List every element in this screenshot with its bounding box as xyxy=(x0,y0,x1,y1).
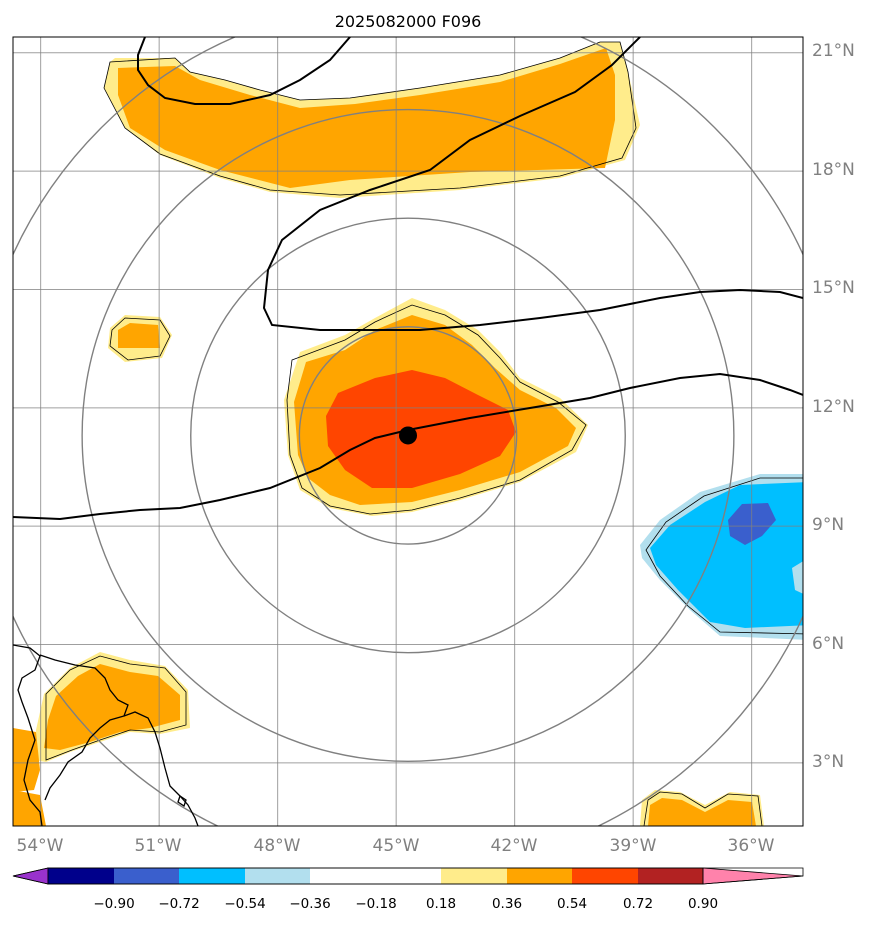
colorbar-tick-label: 0.36 xyxy=(492,896,522,912)
colorbar-tick-label: 0.90 xyxy=(688,896,718,912)
colorbar-bin xyxy=(179,868,245,884)
colorbar-under-extension xyxy=(12,867,49,885)
lat-label-6n: 6°N xyxy=(812,634,844,654)
lat-label-18n: 18°N xyxy=(812,160,855,180)
latitude-labels: 21°N 18°N 15°N 12°N 9°N 6°N 3°N xyxy=(812,41,855,772)
colorbar-tick-label: −0.18 xyxy=(355,896,396,912)
map-frame xyxy=(12,36,804,827)
lon-label-36w: 36°W xyxy=(728,836,775,856)
colorbar-bin xyxy=(441,868,507,884)
colorbar-bin xyxy=(48,868,114,884)
colorbar-tick-label: −0.36 xyxy=(289,896,330,912)
colorbar-bin xyxy=(114,868,179,884)
range-rings xyxy=(13,37,803,826)
lat-label-21n: 21°N xyxy=(812,41,855,61)
map-area xyxy=(13,37,803,826)
colorbar-tick-label: 0.54 xyxy=(557,896,587,912)
storm-center-marker xyxy=(399,426,417,445)
lat-label-9n: 9°N xyxy=(812,515,844,535)
colorbar-tick-label: −0.72 xyxy=(158,896,199,912)
anomaly-negative-east xyxy=(640,474,803,640)
anomaly-central-storm xyxy=(284,298,588,516)
colorbar-bin xyxy=(310,868,376,884)
lat-label-15n: 15°N xyxy=(812,278,855,298)
range-ring xyxy=(190,217,626,654)
range-ring xyxy=(298,326,518,545)
colorbar-tick-label: 0.18 xyxy=(426,896,456,912)
anomaly-southwest xyxy=(13,652,190,826)
colorbar-bin xyxy=(507,868,572,884)
anomaly-southeast xyxy=(640,790,764,826)
anomaly-north-band xyxy=(103,41,640,198)
colorbar-tick-label: 0.72 xyxy=(623,896,653,912)
lon-label-45w: 45°W xyxy=(373,836,420,856)
colorbar-tick-label: −0.90 xyxy=(93,896,134,912)
colorbar-bin xyxy=(376,868,441,884)
colorbar-bin xyxy=(572,868,638,884)
contour-lines xyxy=(13,37,803,521)
range-ring xyxy=(81,108,735,763)
lon-label-51w: 51°W xyxy=(135,836,182,856)
anomaly-small-blob xyxy=(108,315,172,362)
longitude-labels: 54°W 51°W 48°W 45°W 42°W 39°W 36°W xyxy=(17,836,775,856)
colorbar-tick-label: −0.54 xyxy=(224,896,265,912)
lat-label-3n: 3°N xyxy=(812,752,844,772)
lon-label-54w: 54°W xyxy=(17,836,64,856)
lon-label-48w: 48°W xyxy=(254,836,301,856)
colorbar-bin xyxy=(245,868,310,884)
coastline xyxy=(13,644,199,826)
colorbar-over-extension xyxy=(702,867,804,885)
lat-label-12n: 12°N xyxy=(812,397,855,417)
lon-label-39w: 39°W xyxy=(610,836,657,856)
colorbar: −0.90 −0.72 −0.54 −0.36 −0.18 0.18 0.36 … xyxy=(12,867,804,912)
lon-label-42w: 42°W xyxy=(491,836,538,856)
colorbar-bin xyxy=(638,868,703,884)
map-title: 2025082000 F096 xyxy=(335,12,482,31)
